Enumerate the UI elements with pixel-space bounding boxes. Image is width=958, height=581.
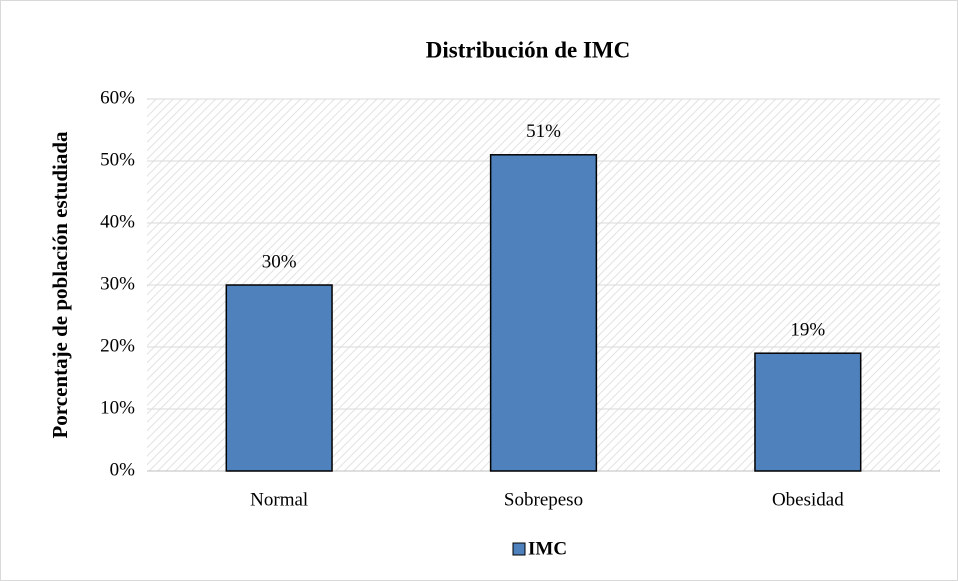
bar — [225, 284, 333, 472]
data-label: 51% — [526, 121, 561, 142]
y-tick-label: 30% — [100, 273, 135, 294]
y-tick-label: 20% — [100, 335, 135, 356]
y-axis-label: Porcentaje de población estudiada — [48, 131, 72, 439]
x-tick-label: Sobrepeso — [504, 489, 583, 510]
x-tick-label: Normal — [250, 489, 308, 510]
y-tick-label: 0% — [110, 459, 136, 480]
x-tick-label: Obesidad — [772, 489, 844, 510]
y-tick-label: 10% — [100, 397, 135, 418]
chart-title: Distribución de IMC — [426, 37, 630, 62]
data-label: 19% — [790, 320, 825, 341]
bar — [489, 154, 598, 472]
y-tick-label: 40% — [100, 211, 135, 232]
y-tick-label: 60% — [100, 87, 135, 108]
y-tick-label: 50% — [100, 149, 135, 170]
legend-swatch — [512, 542, 526, 556]
bar — [754, 352, 862, 472]
data-label: 30% — [262, 251, 297, 272]
legend-label: IMC — [528, 538, 567, 559]
